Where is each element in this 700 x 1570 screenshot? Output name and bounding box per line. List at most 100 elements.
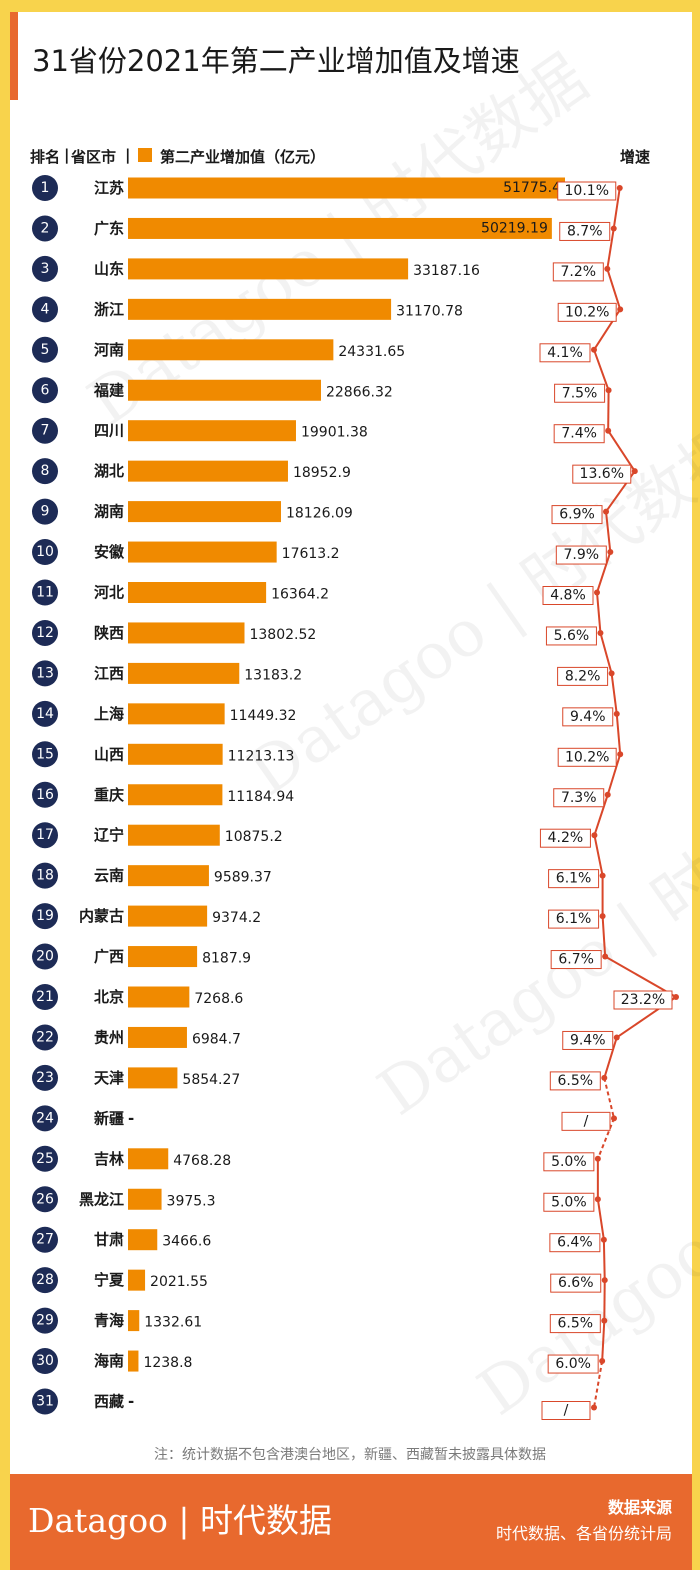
growth-label-box (555, 545, 607, 565)
growth-point (599, 872, 606, 879)
value-label: 19901.38 (301, 425, 368, 441)
bar (128, 1188, 162, 1210)
growth-label: 5.6% (554, 628, 590, 644)
bar (128, 1269, 146, 1291)
rank-badge (32, 943, 58, 970)
rank-badge (32, 377, 58, 404)
region-label: 云南 (94, 867, 124, 885)
header-separator: | (64, 146, 70, 164)
growth-label: 6.0% (555, 1356, 591, 1372)
rank-badge (32, 579, 58, 606)
growth-label: 7.5% (562, 385, 598, 401)
bar (128, 743, 223, 765)
growth-label-box (549, 1071, 601, 1091)
rank-number: 7 (41, 423, 50, 439)
value-label: 9589.37 (214, 870, 272, 886)
rank-badge (32, 1348, 58, 1375)
rank-number: 21 (36, 989, 54, 1005)
growth-point (594, 1196, 601, 1203)
growth-line-segment (596, 551, 612, 593)
growth-label: 6.6% (558, 1275, 594, 1291)
growth-point (605, 387, 612, 394)
bar (128, 986, 190, 1008)
growth-label: 6.4% (557, 1235, 593, 1251)
bar (128, 824, 220, 846)
growth-point (591, 832, 598, 839)
region-label: 广东 (94, 219, 124, 237)
growth-label-box (549, 1314, 601, 1334)
value-label: 50219.19 (481, 220, 548, 236)
growth-label-box (550, 1273, 602, 1293)
rank-number: 6 (41, 382, 50, 398)
value-label: 5854.27 (182, 1072, 240, 1088)
growth-line-segment (593, 1360, 604, 1408)
value-label: 3975.3 (167, 1193, 216, 1209)
rank-number: 3 (41, 261, 50, 277)
growth-label-box (550, 950, 602, 970)
page-title: 31省份2021年第二产业增加值及增速 (32, 44, 520, 78)
growth-label: 10.2% (565, 749, 609, 765)
rank-number: 27 (36, 1232, 54, 1248)
value-label: 13183.2 (244, 667, 302, 683)
value-label: 51775.4 (503, 180, 561, 196)
growth-label: 9.4% (570, 709, 606, 725)
growth-label-box (545, 626, 597, 646)
header-separator: | (125, 146, 131, 164)
region-label: 黑龙江 (79, 1190, 124, 1208)
value-label: 13802.52 (249, 627, 316, 643)
bar (128, 501, 281, 523)
growth-labels-layer: 10.1% 8.7% 7.2% 10.2% 4.1% 7.5% 7.4% 13.6% 6.9% 7… (539, 181, 673, 1420)
growth-point (594, 589, 601, 596)
growth-point (604, 791, 611, 798)
growth-label-box (553, 424, 605, 444)
footnote: 注：统计数据不包含港澳台地区，新疆、西藏暂未披露具体数据 (154, 1447, 546, 1463)
rank-badge (32, 498, 58, 525)
legend-label: 第二产业增加值（亿元） (160, 148, 326, 166)
rank-number: 19 (36, 908, 54, 924)
growth-label-box (562, 707, 614, 727)
growth-label: 5.0% (551, 1194, 587, 1210)
growth-point (600, 1236, 607, 1243)
rank-badge (32, 903, 58, 930)
growth-label-box (548, 869, 600, 889)
region-label: 江西 (94, 664, 124, 682)
rank-badge (32, 1226, 58, 1253)
growth-label-box (542, 586, 594, 605)
rank-number: 20 (36, 949, 54, 965)
value-label: - (128, 1393, 134, 1411)
growth-label-box (557, 747, 617, 767)
growth-label: 10.1% (565, 183, 609, 199)
growth-line-segment (601, 916, 607, 957)
growth-label: 10.2% (565, 304, 609, 320)
rank-badge (32, 781, 58, 808)
growth-label: 6.1% (556, 871, 592, 887)
value-label: 18126.09 (286, 506, 353, 522)
rank-number: 12 (36, 625, 54, 641)
growth-label: 13.6% (580, 466, 624, 482)
growth-label: / (564, 1403, 569, 1419)
rank-number: 26 (36, 1191, 54, 1207)
growth-point (611, 1115, 617, 1122)
region-label: 新疆 (94, 1109, 124, 1127)
rank-badge (32, 175, 58, 201)
rank-badge (32, 822, 58, 849)
rank-badge (32, 215, 58, 242)
growth-label-box (548, 909, 600, 929)
region-label: 海南 (94, 1352, 124, 1370)
bar (128, 865, 209, 887)
rank-badge (32, 1105, 58, 1132)
growth-label-box (557, 666, 609, 686)
growth-label: 4.1% (547, 345, 583, 361)
region-label: 山东 (94, 260, 124, 278)
rank-number: 8 (41, 463, 50, 479)
region-label: 河北 (94, 584, 124, 602)
value-label: 16364.2 (271, 587, 329, 603)
region-label: 西藏 (94, 1393, 124, 1411)
growth-point (594, 1155, 601, 1162)
growth-point (673, 994, 679, 1000)
growth-line-segment (604, 955, 677, 998)
growth-line-segment (593, 794, 609, 836)
bar (128, 258, 409, 280)
rank-badge (32, 417, 58, 444)
rank-badge (32, 700, 58, 727)
